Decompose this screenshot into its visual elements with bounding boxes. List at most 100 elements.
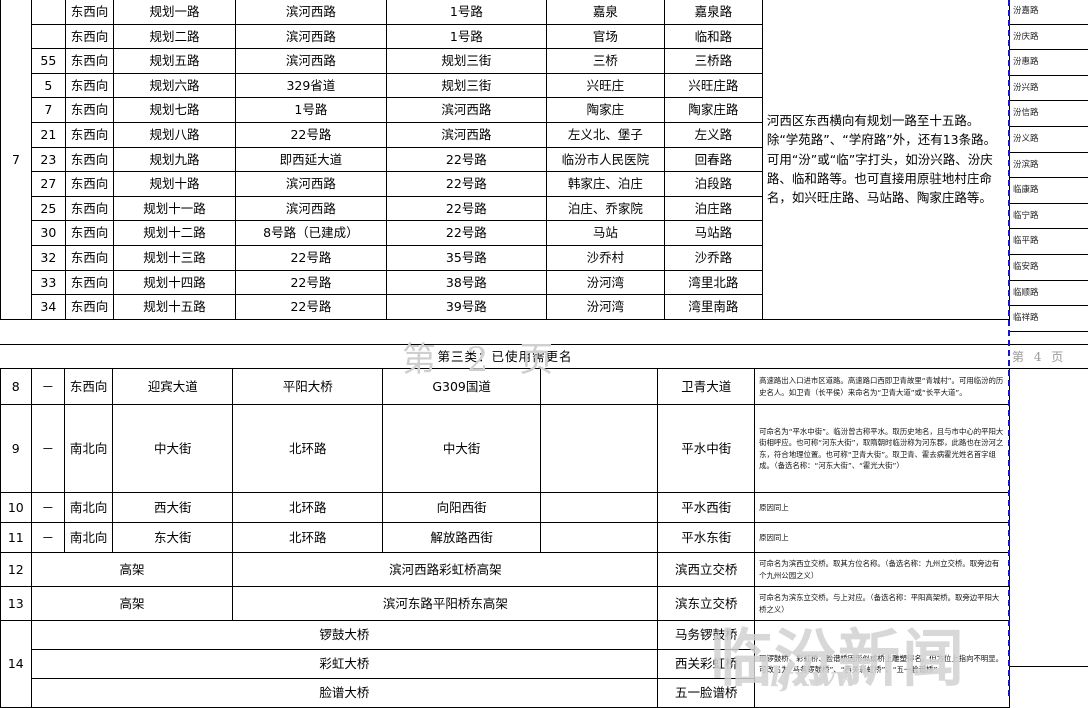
planned-roads-table: 7 东西向 规划一路 滨河西路 1号路 嘉泉 嘉泉路 河西区东西横向有规划一路至十五路。除“学… [0,0,1011,320]
table-row: 23 东西向 规划九路 即西延大道 22号路 临汾市人民医院 回春路 [1,146,1010,173]
cell-number: 12 [0,552,32,587]
cell-direction: 东西向 [64,121,115,148]
cell-place: 马站 [545,220,666,246]
cell-road-name: 规划七路 [113,97,236,123]
cell-number: 8 [0,368,32,405]
cell-old-name: 东大街 [112,522,234,553]
table-row: 10 －南北向 西大街 北环路 向阳西街 平水西街 原因同上 [0,492,1010,523]
cell-number: 14 [0,620,32,708]
cell-start: 22号路 [234,121,388,148]
cell-remark: 高速路出入口进市区道路。高速路口西即卫青故里“青城村”。可用临汾的历史名人。如卫… [754,368,1010,405]
cell-bridge-name: 锣鼓大桥 [30,620,659,650]
cell-road-name: 规划十一路 [113,195,236,222]
side-road-name: 临顺路 [1010,280,1088,307]
cell-road-name: 规划十四路 [113,269,236,296]
cell-road-name: 规划十五路 [113,294,236,320]
cell-start: 1号路 [234,97,388,123]
side-road-name: 临平路 [1010,228,1088,255]
cell-direction: 东西向 [64,97,115,123]
cell-direction: 南北向 [64,492,114,523]
cell-new-name: 五一脸谱桥 [657,678,756,708]
cell-dash: － [30,492,66,523]
cell-number [30,23,66,50]
page-marker: 第 4 页 [1012,350,1067,364]
cell-end: 22号路 [386,220,547,246]
cell-place: 临汾市人民医院 [545,146,666,173]
cell-place: 三桥 [545,48,666,74]
cell-start: 22号路 [234,294,388,320]
cell-end: 22号路 [386,171,547,197]
side-road-name: 汾惠路 [1010,49,1088,76]
cell-start: 滨河西路 [234,171,388,197]
cell-direction: 东西向 [64,244,115,271]
cell-remark: 原因同上 [754,522,1010,553]
cell-new-name: 左义路 [664,121,763,148]
cell-dash: － [30,522,66,553]
cell-segment-start: 平阳大桥 [232,368,384,405]
cell-direction: 东西向 [64,23,115,50]
cell-new-name: 平水西街 [657,492,756,523]
cell-start: 滨河西路 [234,0,388,25]
cell-direction: 东西向 [64,269,115,296]
cell-place: 兴旺庄 [545,72,666,99]
cell-number: 25 [30,195,66,222]
cell-start: 329省道 [234,72,388,99]
cell-blank [540,404,659,493]
cell-remark: 可命名为滨东立交桥。与上对应。（备选名称：平阳高架桥。取旁边平阳大桥之义） [754,586,1010,621]
cell-dash: － [30,368,66,405]
cell-direction: 东西向 [64,195,115,222]
table-row: 5 东西向 规划六路 329省道 规划三街 兴旺庄 兴旺庄路 [1,72,1010,99]
cell-segment-end: 解放路西街 [382,522,542,553]
cell-end: 规划三街 [386,48,547,74]
cell-road-name: 规划二路 [113,23,236,50]
side-road-name: 临安路 [1010,254,1088,281]
table-row: 14 锣鼓大桥 马务锣鼓桥 现锣鼓桥、彩虹桥、脸谱桥因形似或桥上雕塑得名。但方位上指向… [0,620,1010,708]
group-number-cell: 7 [0,0,32,320]
cell-number: 21 [30,121,66,148]
cell-structure-name: 滨河西路彩虹桥高架 [232,552,659,587]
table-row: 34 东西向 规划十五路 22号路 39号路 汾河湾 湾里南路 [1,294,1010,320]
cell-number: 13 [0,586,32,621]
cell-end: 39号路 [386,294,547,320]
cell-bridge-name: 脸谱大桥 [30,678,659,708]
side-road-name: 汾庆路 [1010,24,1088,51]
cell-road-name: 规划十二路 [113,220,236,246]
table-row: 12 高架 滨河西路彩虹桥高架 滨西立交桥 可命名为滨西立交桥。取其方位名称。（备选名称… [0,552,1010,587]
cell-place: 汾河湾 [545,269,666,296]
cell-segment-end: G309国道 [382,368,542,405]
table-row: 8 －东西向 迎宾大道 平阳大桥 G309国道 卫青大道 高速路出入口进市区道路。高速路口西… [0,368,1010,405]
cell-segment-start: 北环路 [232,522,384,553]
cell-direction: 东西向 [64,171,115,197]
cell-place: 汾河湾 [545,294,666,320]
cell-new-name: 嘉泉路 [664,0,763,25]
cell-number: 34 [30,294,66,320]
cell-end: 22号路 [386,146,547,173]
rename-roads-table: 8 －东西向 迎宾大道 平阳大桥 G309国道 卫青大道 高速路出入口进市区道路。高速路口西… [0,368,1010,708]
cell-remark: 可命名为滨西立交桥。取其方位名称。（备选名称：九州立交桥。取旁边有个九州公园之义… [754,552,1010,587]
cell-new-name: 湾里南路 [664,294,763,320]
cell-new-name: 陶家庄路 [664,97,763,123]
cell-road-name: 规划五路 [113,48,236,74]
table-row: 东西向 规划二路 滨河西路 1号路 官场 临和路 [1,23,1010,50]
category-band: 第三类：已使用需更名 [0,344,1010,369]
cell-segment-end: 中大街 [382,404,542,493]
cell-direction: 东西向 [64,0,115,25]
table-row: 彩虹大桥 西关彩虹桥 [1,649,1010,679]
cell-new-name: 泊段路 [664,171,763,197]
group-remark-cell: 河西区东西横向有规划一路至十五路。除“学苑路”、“学府路”外，还有13条路。可用… [761,0,1011,320]
cell-blank [540,522,659,553]
cell-direction: 东西向 [64,48,115,74]
cell-old-name: 西大街 [112,492,234,523]
cell-road-name: 规划八路 [113,121,236,148]
cell-new-name: 湾里北路 [664,269,763,296]
cell-end: 35号路 [386,244,547,271]
cell-road-name: 规划九路 [113,146,236,173]
side-road-name: 临祥路 [1010,305,1088,332]
cell-dash: － [30,404,66,493]
cell-place: 沙乔村 [545,244,666,271]
cell-new-name: 滨东立交桥 [657,586,756,621]
cell-start: 22号路 [234,244,388,271]
page-marker-rule-top [1010,344,1088,345]
cell-start: 8号路（已建成） [234,220,388,246]
cell-new-name: 马务锣鼓桥 [657,620,756,650]
